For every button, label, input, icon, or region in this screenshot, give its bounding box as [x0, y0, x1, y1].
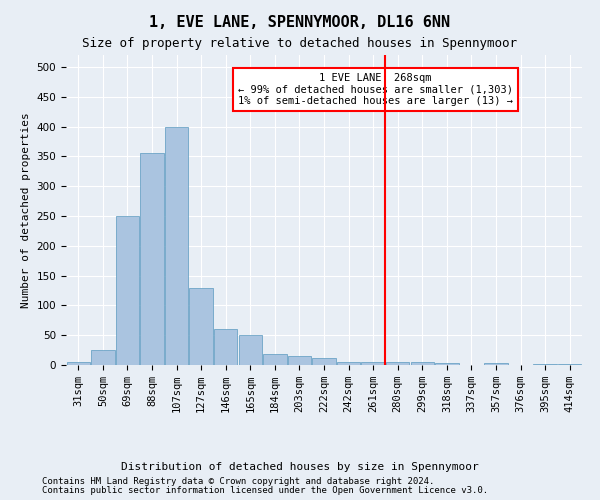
Bar — [533, 364, 557, 365]
Bar — [337, 362, 360, 365]
Bar — [116, 216, 139, 365]
Bar — [165, 126, 188, 365]
Bar — [313, 358, 335, 365]
Text: 1 EVE LANE: 268sqm
← 99% of detached houses are smaller (1,303)
1% of semi-detac: 1 EVE LANE: 268sqm ← 99% of detached hou… — [238, 73, 513, 106]
Text: Contains HM Land Registry data © Crown copyright and database right 2024.: Contains HM Land Registry data © Crown c… — [42, 477, 434, 486]
Text: Distribution of detached houses by size in Spennymoor: Distribution of detached houses by size … — [121, 462, 479, 472]
Bar — [91, 350, 115, 365]
Bar — [386, 362, 409, 365]
Bar — [410, 362, 434, 365]
Bar — [190, 288, 213, 365]
Bar — [239, 335, 262, 365]
Text: Contains public sector information licensed under the Open Government Licence v3: Contains public sector information licen… — [42, 486, 488, 495]
Bar — [288, 356, 311, 365]
Bar — [435, 363, 458, 365]
Bar — [263, 354, 287, 365]
Bar — [361, 362, 385, 365]
Bar — [67, 362, 90, 365]
Bar — [558, 364, 581, 365]
Bar — [214, 329, 238, 365]
Text: 1, EVE LANE, SPENNYMOOR, DL16 6NN: 1, EVE LANE, SPENNYMOOR, DL16 6NN — [149, 15, 451, 30]
Y-axis label: Number of detached properties: Number of detached properties — [21, 112, 31, 308]
Bar — [140, 154, 164, 365]
Text: Size of property relative to detached houses in Spennymoor: Size of property relative to detached ho… — [83, 38, 517, 51]
Bar — [484, 363, 508, 365]
